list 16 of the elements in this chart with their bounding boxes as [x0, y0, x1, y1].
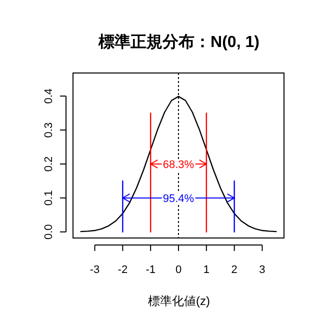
y-tick-label: 0.0: [43, 224, 55, 240]
x-tick-label: -3: [90, 264, 100, 276]
x-tick-label: 1: [203, 264, 210, 276]
x-tick-label: -1: [146, 264, 156, 276]
x-tick-label: 3: [259, 264, 266, 276]
y-tick-label: 0.4: [43, 88, 55, 104]
x-tick-label: 0: [175, 264, 182, 276]
x-axis-title: 標準化値(z): [148, 294, 210, 308]
annotation: 68.3%: [162, 158, 194, 171]
annotation: 95.4%: [162, 192, 194, 205]
x-tick-label: -2: [118, 264, 128, 276]
y-tick-label: 0.2: [43, 156, 55, 172]
x-tick-label: 2: [231, 264, 238, 276]
y-tick-label: 0.3: [43, 122, 55, 138]
chart-title: 標準正規分布：N(0, 1): [98, 33, 260, 51]
y-tick-label: 0.1: [43, 190, 55, 206]
